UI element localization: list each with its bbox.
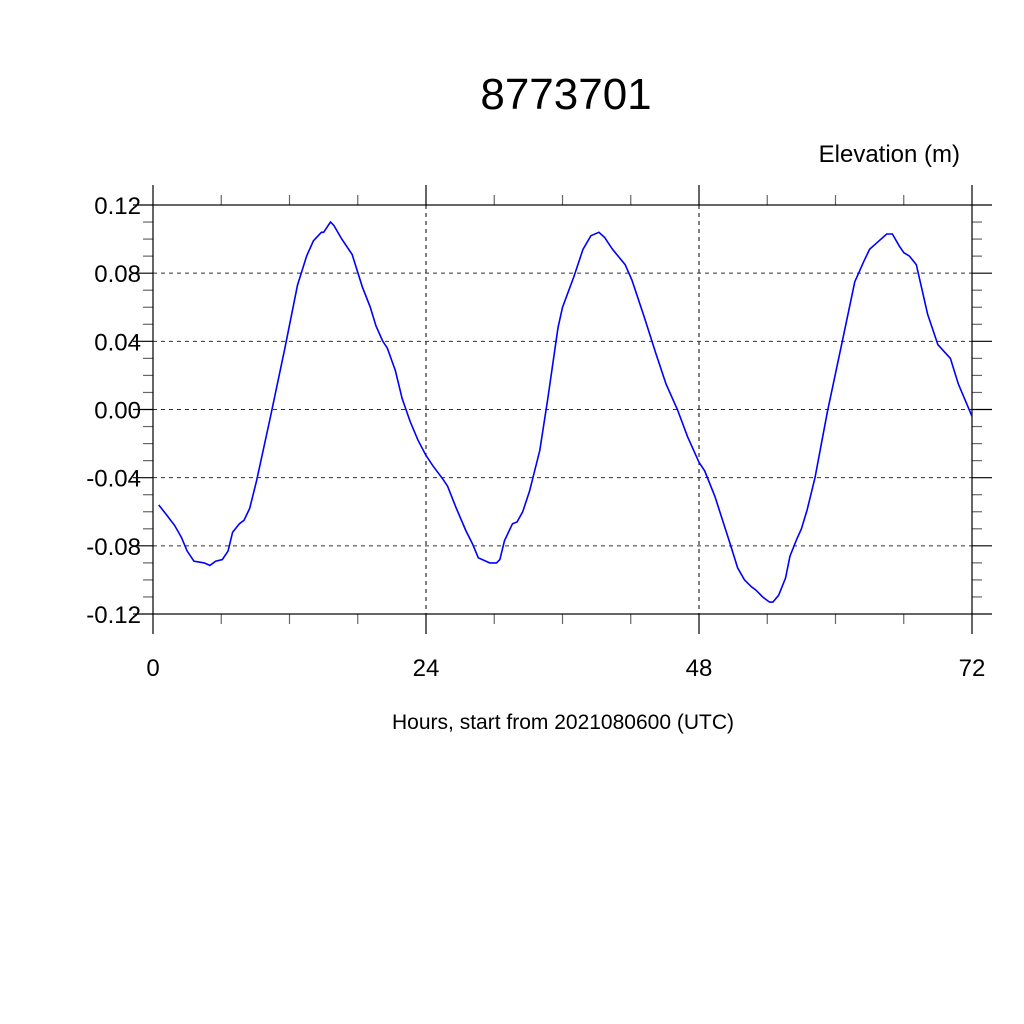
x-tick-label: 48 <box>686 655 713 682</box>
x-tick-label: 72 <box>959 655 986 682</box>
tick-labels: 0 24 48 72 0.12 0.08 0.04 0.00 -0.04 -0.08 -0.12 <box>86 193 985 682</box>
chart-subtitle-right: Elevation (m) <box>819 141 960 168</box>
chart-title: 8773701 <box>480 70 651 119</box>
y-tick-label: 0.08 <box>94 261 141 288</box>
y-tick-label: -0.04 <box>86 466 141 493</box>
plot-frame <box>152 204 973 615</box>
y-tick-label: -0.12 <box>86 602 141 629</box>
x-axis-label: Hours, start from 2021080600 (UTC) <box>392 711 734 734</box>
x-tick-label: 24 <box>413 655 440 682</box>
y-tick-label: 0.00 <box>94 398 141 425</box>
grid-lines <box>153 204 972 615</box>
elevation-series-line <box>158 220 973 603</box>
y-tick-label: -0.08 <box>86 534 141 561</box>
y-tick-label: 0.04 <box>94 329 141 356</box>
y-tick-label: 0.12 <box>94 193 141 220</box>
x-tick-label: 0 <box>146 655 159 682</box>
axis-ticks <box>133 185 992 634</box>
